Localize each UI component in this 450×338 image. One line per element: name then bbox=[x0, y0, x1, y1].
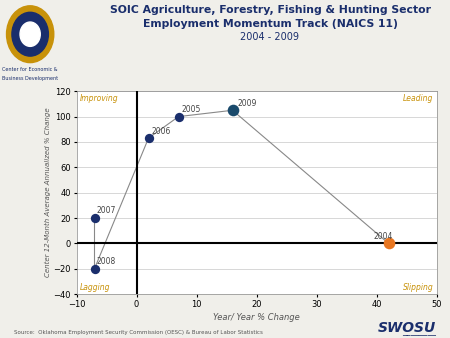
Y-axis label: Center 12-Month Average Annualized % Change: Center 12-Month Average Annualized % Cha… bbox=[45, 108, 51, 277]
Circle shape bbox=[12, 12, 49, 56]
Text: ________: ________ bbox=[402, 327, 436, 336]
Text: 2004 - 2009: 2004 - 2009 bbox=[240, 32, 300, 42]
Text: 2007: 2007 bbox=[96, 207, 116, 216]
Text: SOIC Agriculture, Forestry, Fishing & Hunting Sector: SOIC Agriculture, Forestry, Fishing & Hu… bbox=[109, 5, 431, 15]
Point bbox=[229, 107, 236, 113]
Text: 2006: 2006 bbox=[152, 127, 171, 136]
Text: Improving: Improving bbox=[80, 94, 118, 103]
X-axis label: Year/ Year % Change: Year/ Year % Change bbox=[213, 313, 300, 322]
Text: 2004: 2004 bbox=[374, 232, 393, 241]
Point bbox=[175, 114, 182, 119]
Text: 2005: 2005 bbox=[181, 105, 201, 114]
Text: Slipping: Slipping bbox=[403, 283, 433, 291]
Point bbox=[91, 215, 98, 221]
Text: Leading: Leading bbox=[403, 94, 433, 103]
Point bbox=[385, 241, 392, 246]
Text: 2008: 2008 bbox=[96, 257, 116, 266]
Text: Center for Economic &: Center for Economic & bbox=[2, 67, 58, 72]
Point bbox=[91, 266, 98, 271]
Text: Source:  Oklahoma Employment Security Commission (OESC) & Bureau of Labor Statis: Source: Oklahoma Employment Security Com… bbox=[14, 330, 262, 335]
Text: Lagging: Lagging bbox=[80, 283, 110, 291]
Text: 2009: 2009 bbox=[237, 99, 256, 108]
Point bbox=[145, 136, 152, 141]
Text: SWOSU: SWOSU bbox=[378, 321, 436, 335]
Text: Employment Momentum Track (NAICS 11): Employment Momentum Track (NAICS 11) bbox=[143, 19, 397, 29]
Circle shape bbox=[6, 6, 54, 63]
Circle shape bbox=[20, 22, 40, 46]
Text: Business Development: Business Development bbox=[2, 76, 58, 81]
